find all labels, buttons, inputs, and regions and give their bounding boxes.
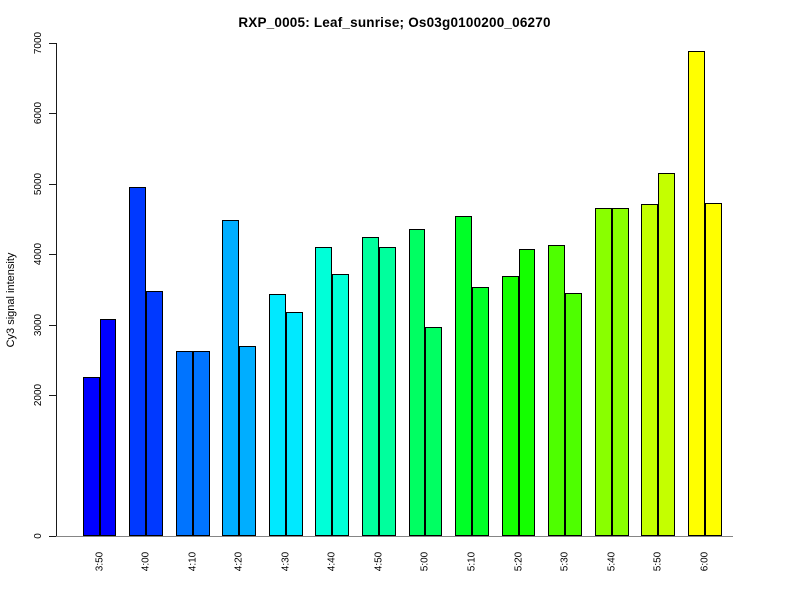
bar <box>658 173 676 536</box>
bar <box>455 216 472 536</box>
y-tick <box>49 536 56 537</box>
y-tick-label: 6000 <box>33 102 44 125</box>
chart-title: RXP_0005: Leaf_sunrise; Os03g0100200_062… <box>238 15 551 30</box>
bar <box>641 204 659 536</box>
x-category-label: 4:30 <box>280 551 292 572</box>
bar <box>425 326 443 536</box>
y-tick-label: 2000 <box>33 384 44 407</box>
x-category-label: 4:50 <box>373 551 385 572</box>
bar <box>222 219 240 536</box>
bar <box>378 247 396 536</box>
bar <box>332 274 350 536</box>
bar <box>362 236 379 536</box>
bar <box>239 345 257 536</box>
bar <box>518 248 536 536</box>
bar <box>408 228 426 536</box>
y-tick-label: 7000 <box>33 31 44 55</box>
bar <box>99 319 117 536</box>
bar <box>285 312 303 536</box>
bar <box>192 351 210 536</box>
bar <box>175 350 193 536</box>
x-category-label: 4:10 <box>187 551 199 572</box>
x-category-label: 4:20 <box>233 551 245 572</box>
y-tick-label: 5000 <box>33 172 44 195</box>
x-category-label: 6:00 <box>699 551 711 572</box>
bar <box>315 247 333 536</box>
y-tick <box>49 395 56 397</box>
x-category-label: 3:50 <box>94 551 106 572</box>
x-category-label: 5:50 <box>652 551 664 572</box>
bar <box>704 202 722 536</box>
y-tick <box>49 183 56 185</box>
y-tick-label: 4000 <box>33 243 44 266</box>
x-category-label: 5:40 <box>606 551 618 572</box>
x-category-label: 5:10 <box>466 551 478 572</box>
x-category-label: 5:00 <box>419 551 431 572</box>
y-tick <box>49 324 56 326</box>
bar <box>548 245 566 536</box>
bar <box>501 276 519 536</box>
bar <box>565 293 582 536</box>
y-tick <box>49 43 56 44</box>
bar <box>82 376 100 536</box>
y-tick <box>49 254 56 256</box>
bar <box>687 50 705 536</box>
x-category-label: 5:30 <box>559 551 571 572</box>
bar <box>611 207 629 536</box>
bar <box>268 293 286 536</box>
x-axis-baseline <box>56 536 733 537</box>
bar <box>594 207 612 536</box>
y-tick-label: 0 <box>33 533 44 539</box>
x-category-label: 4:00 <box>140 551 152 572</box>
y-tick-label: 3000 <box>33 313 44 336</box>
y-tick <box>49 113 56 115</box>
x-category-label: 4:40 <box>326 551 338 572</box>
bar <box>129 187 147 536</box>
x-category-label: 5:20 <box>513 551 525 572</box>
bar <box>146 290 164 536</box>
bar <box>472 286 489 536</box>
y-axis-line <box>56 43 57 537</box>
